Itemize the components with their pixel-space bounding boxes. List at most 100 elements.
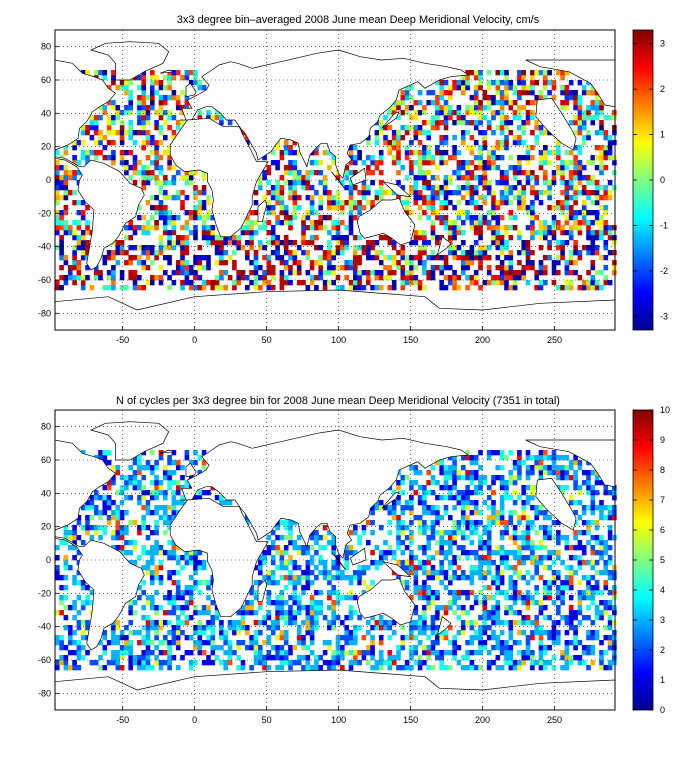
data-cell xyxy=(344,235,349,241)
data-cell xyxy=(547,240,552,246)
data-cell xyxy=(374,140,380,146)
data-cell xyxy=(288,270,293,276)
data-cell xyxy=(232,650,237,656)
data-cell xyxy=(55,610,60,616)
data-cell xyxy=(612,115,617,121)
data-cell xyxy=(249,230,254,236)
data-cell xyxy=(581,550,587,556)
data-cell xyxy=(374,240,380,246)
data-cell xyxy=(279,600,285,606)
data-cell xyxy=(581,165,587,171)
data-cell xyxy=(473,75,479,81)
data-cell xyxy=(512,600,518,606)
data-cell xyxy=(594,100,600,106)
data-cell xyxy=(145,135,151,141)
data-cell xyxy=(534,230,539,236)
data-cell xyxy=(383,255,388,261)
data-cell xyxy=(465,455,470,461)
data-cell xyxy=(581,470,587,476)
data-cell xyxy=(448,265,453,271)
data-cell xyxy=(171,135,177,141)
data-cell xyxy=(167,485,172,491)
data-cell xyxy=(417,590,423,596)
data-cell xyxy=(564,230,570,236)
data-cell xyxy=(80,200,86,206)
data-cell xyxy=(482,140,488,146)
data-cell xyxy=(59,235,64,241)
data-cell xyxy=(430,505,436,511)
data-cell xyxy=(266,210,272,216)
data-cell xyxy=(590,190,596,196)
data-cell xyxy=(72,145,77,151)
data-cell xyxy=(530,630,535,636)
data-cell xyxy=(508,100,514,106)
data-cell xyxy=(111,650,116,656)
data-cell xyxy=(80,540,86,546)
data-cell xyxy=(59,265,64,271)
data-cell xyxy=(439,215,444,221)
data-cell xyxy=(141,545,146,551)
data-cell xyxy=(305,655,311,661)
data-cell xyxy=(586,190,591,196)
data-cell xyxy=(76,595,82,601)
data-cell xyxy=(551,550,557,556)
data-cell xyxy=(417,560,423,566)
data-cell xyxy=(590,220,596,226)
data-cell xyxy=(63,555,69,561)
data-cell xyxy=(175,625,181,631)
data-cell xyxy=(396,135,401,141)
data-cell xyxy=(577,500,583,506)
data-cell xyxy=(119,650,125,656)
data-cell xyxy=(530,235,535,241)
data-cell xyxy=(206,225,211,231)
data-cell xyxy=(556,200,561,206)
data-cell xyxy=(98,515,103,521)
data-cell xyxy=(171,240,177,246)
data-cell xyxy=(426,645,431,651)
data-cell xyxy=(495,550,501,556)
data-cell xyxy=(279,270,285,276)
data-cell xyxy=(478,615,483,621)
data-cell xyxy=(435,190,440,196)
data-cell xyxy=(469,275,475,281)
data-cell xyxy=(348,650,354,656)
data-cell xyxy=(495,465,501,471)
data-cell xyxy=(331,250,336,256)
data-cell xyxy=(115,240,121,246)
data-cell xyxy=(197,285,203,291)
data-cell xyxy=(564,585,570,591)
data-cell xyxy=(93,270,99,276)
data-cell xyxy=(314,600,319,606)
data-cell xyxy=(266,220,272,226)
data-cell xyxy=(322,570,328,576)
data-cell xyxy=(262,275,267,281)
data-cell xyxy=(68,190,73,196)
data-cell xyxy=(59,660,64,666)
data-cell xyxy=(413,150,419,156)
data-cell xyxy=(85,275,90,281)
data-cell xyxy=(387,285,393,291)
data-cell xyxy=(478,130,483,136)
data-cell xyxy=(119,655,125,661)
data-cell xyxy=(80,140,86,146)
data-cell xyxy=(422,155,427,161)
data-cell xyxy=(512,475,518,481)
data-cell xyxy=(167,570,172,576)
data-cell xyxy=(150,545,155,551)
data-cell xyxy=(409,570,414,576)
data-cell xyxy=(240,620,246,626)
data-cell xyxy=(288,190,293,196)
data-cell xyxy=(417,285,423,291)
data-cell xyxy=(275,545,280,551)
data-cell xyxy=(430,90,436,96)
data-cell xyxy=(603,600,609,606)
data-cell xyxy=(124,110,129,116)
data-cell xyxy=(163,175,168,181)
data-cell xyxy=(180,225,185,231)
data-cell xyxy=(473,510,479,516)
data-cell xyxy=(495,240,501,246)
data-cell xyxy=(72,540,77,546)
data-cell xyxy=(158,205,164,211)
data-cell xyxy=(145,615,151,621)
data-cell xyxy=(85,505,90,511)
